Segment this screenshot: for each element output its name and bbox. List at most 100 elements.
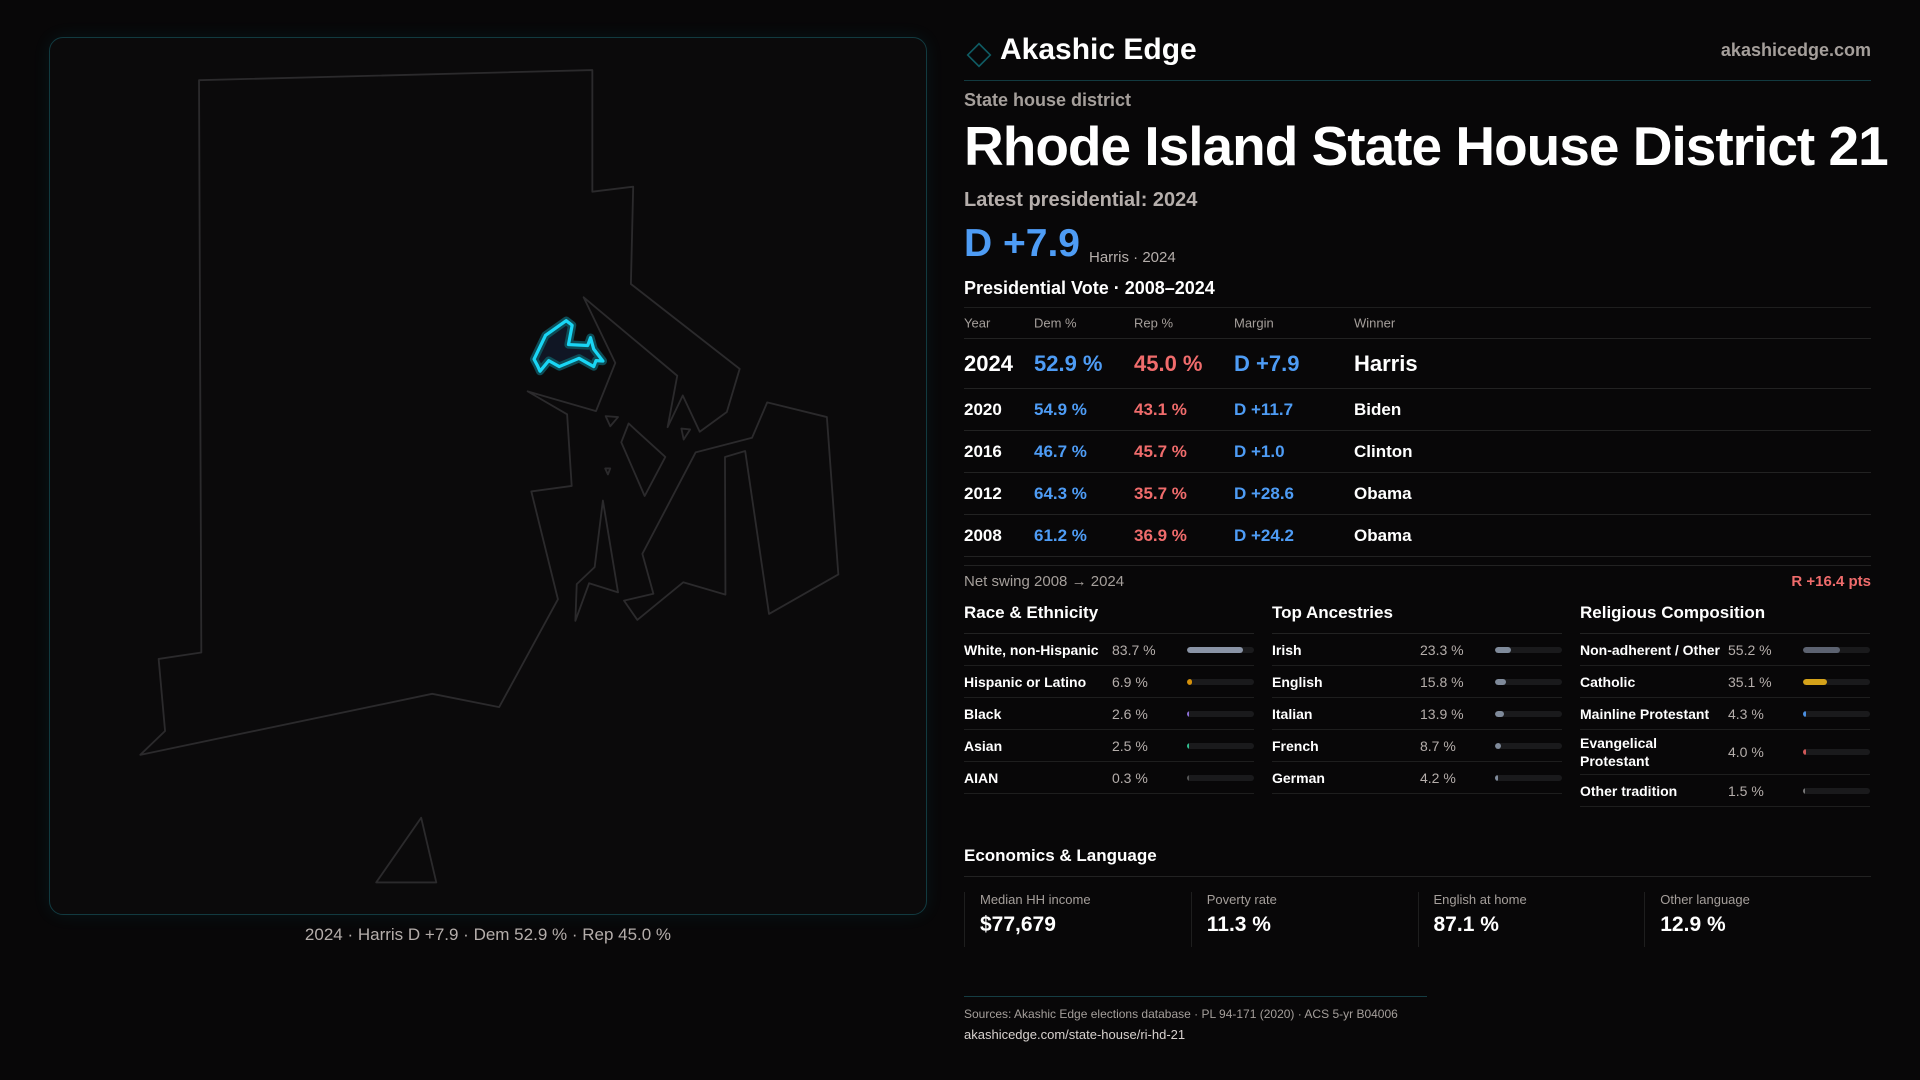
stat-bar bbox=[1803, 710, 1870, 717]
block-island bbox=[375, 816, 438, 884]
island-shape bbox=[604, 415, 619, 428]
table-header-row: Year Dem % Rep % Margin Winner bbox=[964, 308, 1871, 339]
site-link[interactable]: akashicedge.com bbox=[1720, 40, 1871, 60]
stat-label: AIAN bbox=[964, 769, 999, 786]
stat-value: 4.3 % bbox=[1728, 705, 1764, 722]
section-title: Race & Ethnicity bbox=[964, 603, 1254, 634]
year-cell: 2016 bbox=[964, 441, 1002, 461]
winner-cell: Biden bbox=[1354, 399, 1402, 419]
stat-bar-fill bbox=[1187, 774, 1189, 781]
stat-row: Other tradition 1.5 % bbox=[1580, 775, 1870, 807]
stat-label: French bbox=[1272, 737, 1319, 754]
rep-cell: 36.9 % bbox=[1134, 525, 1187, 545]
aquidneck-island bbox=[623, 401, 840, 621]
rep-cell: 43.1 % bbox=[1134, 399, 1187, 419]
stat-label: Median HH income bbox=[980, 892, 1091, 907]
district-map[interactable] bbox=[130, 60, 850, 932]
stat-value: 2.5 % bbox=[1112, 737, 1148, 754]
table-row[interactable]: 2020 54.9 % 43.1 % D +11.7 Biden bbox=[964, 389, 1871, 431]
economics-stat: Median HH income $77,679 bbox=[964, 892, 1191, 947]
stat-row: Black 2.6 % bbox=[964, 698, 1254, 730]
table-row[interactable]: 2008 61.2 % 36.9 % D +24.2 Obama bbox=[964, 515, 1871, 557]
sources-text: Sources: Akashic Edge elections database… bbox=[964, 1007, 1398, 1021]
stat-bar bbox=[1495, 646, 1562, 653]
stat-row: Hispanic or Latino 6.9 % bbox=[964, 666, 1254, 698]
stat-value: 13.9 % bbox=[1420, 705, 1464, 722]
margin-cell: D +24.2 bbox=[1234, 525, 1295, 545]
stat-label: Italian bbox=[1272, 705, 1313, 722]
column-header: Winner bbox=[1354, 315, 1396, 331]
stat-label: German bbox=[1272, 769, 1325, 786]
stat-bar bbox=[1187, 774, 1254, 781]
stat-bar bbox=[1803, 678, 1870, 685]
divider bbox=[964, 876, 1871, 877]
stat-row: White, non-Hispanic 83.7 % bbox=[964, 634, 1254, 666]
logo-diamond-icon bbox=[966, 42, 992, 68]
stat-label: English at home bbox=[1433, 892, 1527, 907]
footer-divider bbox=[964, 996, 1427, 997]
stat-label: Other language bbox=[1660, 892, 1750, 907]
stat-bar bbox=[1803, 646, 1870, 653]
stat-row: Asian 2.5 % bbox=[964, 730, 1254, 762]
stat-bar bbox=[1187, 710, 1254, 717]
stat-bar bbox=[1495, 710, 1562, 717]
map-caption: 2024 · Harris D +7.9 · Dem 52.9 % · Rep … bbox=[304, 925, 672, 944]
margin-cell: D +1.0 bbox=[1234, 441, 1285, 461]
stat-value: 0.3 % bbox=[1112, 769, 1148, 786]
page-url[interactable]: akashicedge.com/state-house/ri-hd-21 bbox=[964, 1027, 1186, 1042]
table-row[interactable]: 2024 52.9 % 45.0 % D +7.9 Harris bbox=[964, 339, 1871, 389]
stat-bar-fill bbox=[1803, 678, 1827, 685]
stat-value: 4.2 % bbox=[1420, 769, 1456, 786]
stat-bar bbox=[1495, 774, 1562, 781]
stat-bar-fill bbox=[1803, 787, 1805, 794]
stat-bar-fill bbox=[1495, 742, 1501, 749]
stat-label: Mainline Protestant bbox=[1580, 705, 1710, 722]
stat-value: 12.9 % bbox=[1660, 913, 1726, 936]
year-cell: 2008 bbox=[964, 525, 1002, 545]
economics-stats: Median HH income $77,679 Poverty rate 11.3 … bbox=[964, 892, 1871, 947]
stat-value: 83.7 % bbox=[1112, 641, 1156, 658]
stat-bar-fill bbox=[1495, 678, 1506, 685]
section-title: Religious Composition bbox=[1580, 603, 1870, 634]
winner-cell: Obama bbox=[1354, 525, 1412, 545]
stat-value: 55.2 % bbox=[1728, 641, 1772, 658]
stat-value: 1.5 % bbox=[1728, 782, 1764, 799]
rep-cell: 45.7 % bbox=[1134, 441, 1187, 461]
dem-cell: 64.3 % bbox=[1034, 483, 1087, 503]
stat-row: French 8.7 % bbox=[1272, 730, 1562, 762]
net-swing-value: R +16.4 pts bbox=[1791, 573, 1871, 590]
stat-label: Other tradition bbox=[1580, 782, 1678, 799]
margin-cell: D +11.7 bbox=[1234, 399, 1294, 419]
stat-label: English bbox=[1272, 673, 1323, 690]
stat-row: English 15.8 % bbox=[1272, 666, 1562, 698]
map-panel[interactable] bbox=[49, 37, 927, 915]
stat-label: Catholic bbox=[1580, 673, 1636, 690]
table-row[interactable]: 2012 64.3 % 35.7 % D +28.6 Obama bbox=[964, 473, 1871, 515]
stat-row: Italian 13.9 % bbox=[1272, 698, 1562, 730]
table-row[interactable]: 2016 46.7 % 45.7 % D +1.0 Clinton bbox=[964, 431, 1871, 473]
stat-bar bbox=[1495, 678, 1562, 685]
stat-bar-fill bbox=[1803, 710, 1806, 717]
stat-value: 35.1 % bbox=[1728, 673, 1772, 690]
dem-cell: 61.2 % bbox=[1034, 525, 1087, 545]
stat-value: 15.8 % bbox=[1420, 673, 1464, 690]
stat-row: Catholic 35.1 % bbox=[1580, 666, 1870, 698]
stat-value: 87.1 % bbox=[1433, 913, 1499, 936]
column-header: Dem % bbox=[1034, 315, 1077, 331]
divider bbox=[964, 565, 1871, 566]
stat-bar bbox=[1187, 646, 1254, 653]
dem-cell: 54.9 % bbox=[1034, 399, 1087, 419]
district-21-outline bbox=[532, 319, 605, 373]
page-title: Rhode Island State House District 21 bbox=[964, 115, 1889, 177]
stat-value: 23.3 % bbox=[1420, 641, 1464, 658]
stat-label: Asian bbox=[964, 737, 1003, 754]
section-top-ancestries: Top Ancestries Irish 23.3 % English 15.8 % It… bbox=[1272, 603, 1562, 794]
stat-bar-fill bbox=[1187, 678, 1192, 685]
winner-cell: Clinton bbox=[1354, 441, 1413, 461]
winner-cell: Obama bbox=[1354, 483, 1412, 503]
stat-value: 6.9 % bbox=[1112, 673, 1148, 690]
column-header: Margin bbox=[1234, 315, 1274, 331]
stat-bar-fill bbox=[1495, 710, 1505, 717]
stat-row: Mainline Protestant 4.3 % bbox=[1580, 698, 1870, 730]
section-title: Top Ancestries bbox=[1272, 603, 1562, 634]
